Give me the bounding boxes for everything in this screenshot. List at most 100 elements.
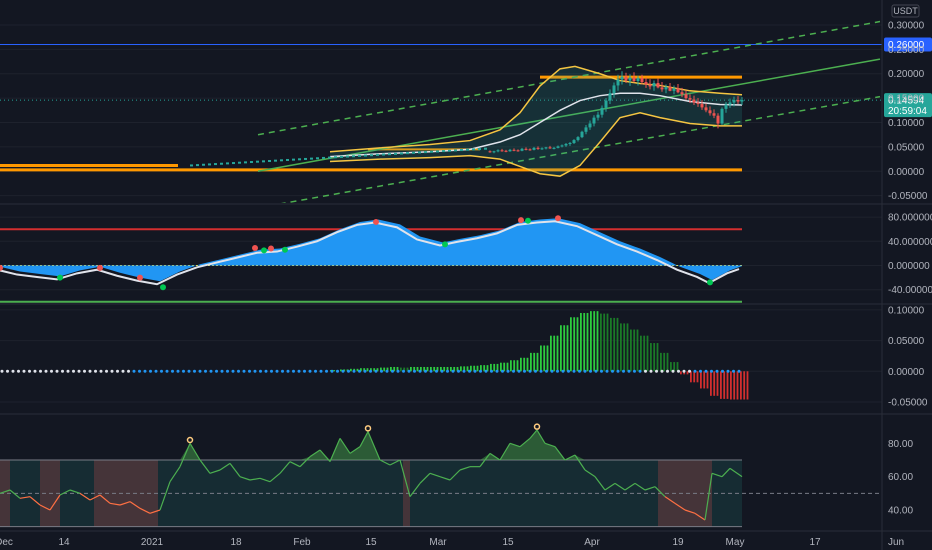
candle-body[interactable] <box>202 163 205 166</box>
candle-body[interactable] <box>628 77 632 81</box>
candle-body[interactable] <box>322 156 325 159</box>
candle-body[interactable] <box>680 92 684 95</box>
candle-body[interactable] <box>430 150 433 153</box>
candle-body[interactable] <box>632 77 636 82</box>
candle-body[interactable] <box>460 149 463 152</box>
osc-sell-dot[interactable] <box>137 274 143 281</box>
osc-sell-dot[interactable] <box>518 217 524 224</box>
candle-body[interactable] <box>660 87 664 90</box>
candle-body[interactable] <box>696 102 700 104</box>
candle-body[interactable] <box>524 148 528 150</box>
osc-sell-dot[interactable] <box>373 218 379 225</box>
candle-body[interactable] <box>676 88 680 93</box>
candle-body[interactable] <box>616 79 620 86</box>
candle-body[interactable] <box>704 107 708 111</box>
candle-body[interactable] <box>580 131 584 138</box>
candle-body[interactable] <box>684 94 688 99</box>
candle-body[interactable] <box>712 113 716 116</box>
candle-body[interactable] <box>664 86 668 90</box>
candle-body[interactable] <box>328 156 331 159</box>
candle-body[interactable] <box>496 150 500 152</box>
candle-body[interactable] <box>358 154 361 157</box>
candle-body[interactable] <box>250 161 253 164</box>
candle-body[interactable] <box>286 158 289 161</box>
candle-body[interactable] <box>346 155 349 158</box>
candle-body[interactable] <box>244 161 247 164</box>
candle-body[interactable] <box>298 158 301 161</box>
candle-body[interactable] <box>552 147 556 149</box>
candle-body[interactable] <box>316 157 319 160</box>
candle-body[interactable] <box>220 162 223 165</box>
candle-body[interactable] <box>720 108 724 124</box>
rsi-peak-marker[interactable] <box>364 425 372 432</box>
candle-body[interactable] <box>640 78 644 83</box>
price-scale[interactable]: 0.30000 0.25000 0.20000 0.15000 0.10000 0.050… <box>888 20 932 516</box>
osc-buy-dot[interactable] <box>282 246 288 253</box>
candle-body[interactable] <box>472 148 475 151</box>
histogram-panel[interactable] <box>0 309 882 403</box>
candle-body[interactable] <box>400 152 403 155</box>
candle-body[interactable] <box>226 162 229 165</box>
candle-body[interactable] <box>334 156 337 159</box>
candle-body[interactable] <box>656 83 660 88</box>
candle-body[interactable] <box>556 146 560 148</box>
candle-body[interactable] <box>540 148 544 150</box>
rsi-panel[interactable] <box>0 423 882 528</box>
candle-body[interactable] <box>584 127 588 132</box>
candle-body[interactable] <box>532 147 536 150</box>
candle-body[interactable] <box>310 157 313 160</box>
candle-body[interactable] <box>292 158 295 161</box>
candle-body[interactable] <box>406 152 409 155</box>
candle-body[interactable] <box>454 149 457 152</box>
channel-group[interactable] <box>257 20 881 208</box>
candle-body[interactable] <box>724 104 728 109</box>
candle-body[interactable] <box>376 153 379 156</box>
candle-body[interactable] <box>370 154 373 157</box>
candle-body[interactable] <box>504 150 508 152</box>
candle-body[interactable] <box>588 123 592 128</box>
candle-body[interactable] <box>692 99 696 103</box>
candle-body[interactable] <box>484 147 487 150</box>
osc-buy-dot[interactable] <box>525 217 531 224</box>
candle-body[interactable] <box>596 114 600 118</box>
candle-body[interactable] <box>488 151 492 153</box>
osc-buy-dot[interactable] <box>57 274 63 281</box>
candle-body[interactable] <box>652 83 656 87</box>
candle-body[interactable] <box>636 78 640 82</box>
candle-body[interactable] <box>700 103 704 108</box>
candle-body[interactable] <box>274 159 277 162</box>
candle-body[interactable] <box>340 155 343 158</box>
candle-body[interactable] <box>648 84 652 87</box>
candle-body[interactable] <box>688 98 692 100</box>
last-price-tag-bg[interactable] <box>884 93 932 118</box>
hline-price-label-bg[interactable] <box>884 37 932 52</box>
rsi-peak-marker[interactable] <box>186 436 194 444</box>
candle-body[interactable] <box>190 164 193 167</box>
candle-body[interactable] <box>560 145 564 147</box>
candle-body[interactable] <box>280 159 283 162</box>
candle-body[interactable] <box>424 151 427 154</box>
osc-buy-dot[interactable] <box>160 284 166 291</box>
candle-body[interactable] <box>728 102 732 105</box>
osc-sell-dot[interactable] <box>97 264 103 271</box>
osc-sell-dot[interactable] <box>252 244 258 251</box>
candle-body[interactable] <box>364 154 367 157</box>
candle-body[interactable] <box>548 147 552 149</box>
candle-body[interactable] <box>576 137 580 141</box>
candle-body[interactable] <box>740 100 744 102</box>
candle-body[interactable] <box>448 149 451 152</box>
candle-body[interactable] <box>668 86 672 91</box>
candle-body[interactable] <box>544 147 548 149</box>
candle-body[interactable] <box>716 115 720 124</box>
candle-body[interactable] <box>466 148 469 151</box>
candle-body[interactable] <box>568 143 572 144</box>
candle-body[interactable] <box>388 153 391 156</box>
candle-body[interactable] <box>508 149 512 152</box>
candle-body[interactable] <box>672 88 676 91</box>
candle-body[interactable] <box>492 151 496 153</box>
candle-body[interactable] <box>196 164 199 167</box>
candle-body[interactable] <box>644 82 648 85</box>
osc-sell-dot[interactable] <box>555 215 561 222</box>
candle-body[interactable] <box>604 100 608 108</box>
candle-body[interactable] <box>214 163 217 166</box>
